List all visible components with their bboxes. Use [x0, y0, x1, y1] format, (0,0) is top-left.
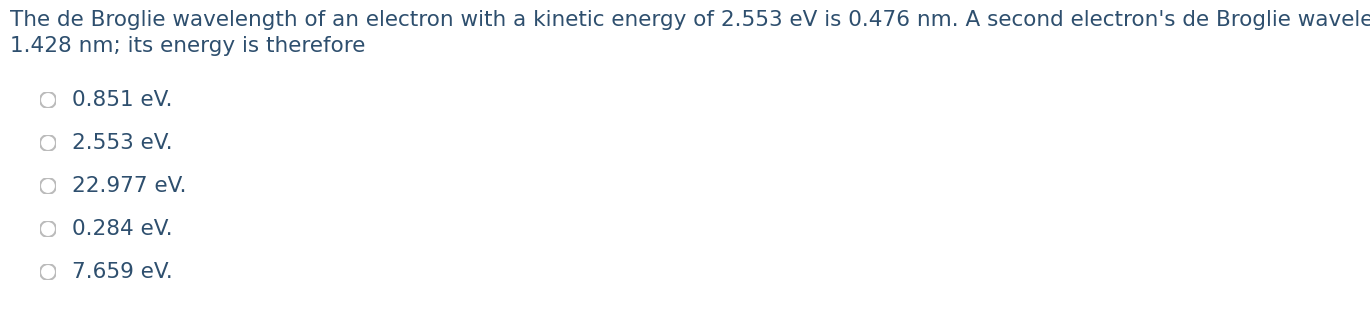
Text: 0.851 eV.: 0.851 eV.: [73, 90, 173, 110]
Text: 2.553 eV.: 2.553 eV.: [73, 133, 173, 153]
Text: The de Broglie wavelength of an electron with a kinetic energy of 2.553 eV is 0.: The de Broglie wavelength of an electron…: [10, 10, 1370, 30]
Text: 0.284 eV.: 0.284 eV.: [73, 219, 173, 239]
Text: 22.977 eV.: 22.977 eV.: [73, 176, 186, 196]
Text: 1.428 nm; its energy is therefore: 1.428 nm; its energy is therefore: [10, 36, 366, 56]
Text: 7.659 eV.: 7.659 eV.: [73, 262, 173, 282]
